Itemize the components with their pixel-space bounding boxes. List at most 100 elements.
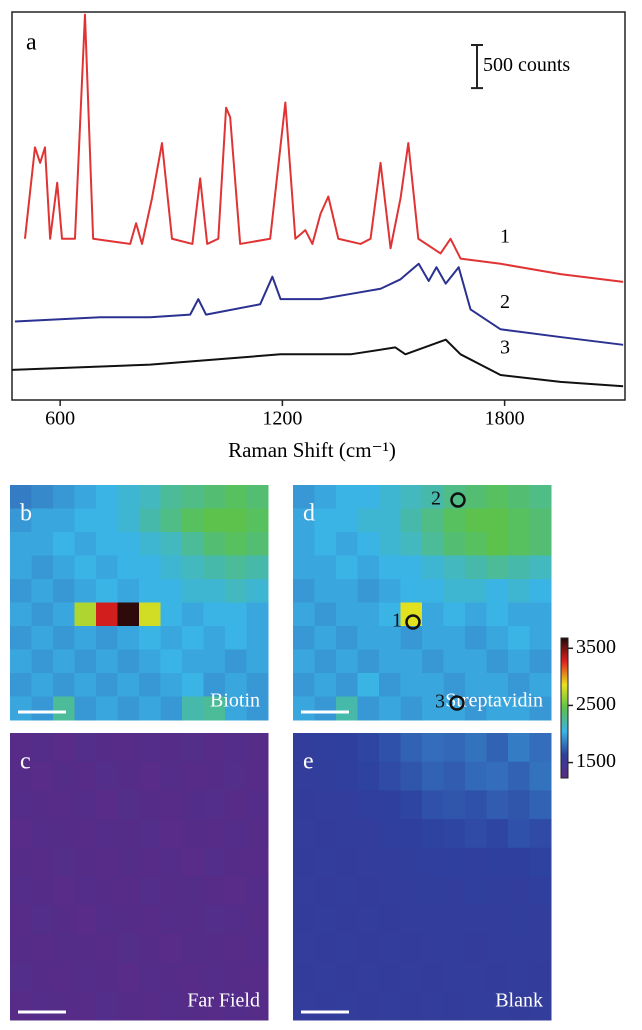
heatmap-cell <box>357 933 380 964</box>
heatmap-cell <box>443 991 466 1021</box>
heatmap-cell <box>529 790 552 820</box>
spectrum-line <box>11 338 624 388</box>
heatmap-cell <box>31 876 54 906</box>
x-tick-label: 1800 <box>485 408 525 430</box>
heatmap-cell <box>400 991 423 1021</box>
heatmap-cell <box>31 532 54 556</box>
heatmap-cell <box>465 649 487 674</box>
panel-name: Biotin <box>210 690 260 712</box>
heatmap-cell <box>96 847 118 877</box>
panel-label: e <box>303 749 314 775</box>
heatmap-cell <box>293 905 315 935</box>
heatmap-cell <box>336 962 358 992</box>
heatmap-cell <box>225 508 247 533</box>
heatmap-cell <box>117 508 140 533</box>
heatmap-cell <box>465 485 487 509</box>
spectrum-frame <box>11 11 626 401</box>
heatmap-cell <box>486 508 509 533</box>
heatmap-cell <box>357 555 380 580</box>
panel-label: b <box>20 501 32 527</box>
heatmap-cell <box>357 733 380 763</box>
heatmap-cell <box>10 532 32 556</box>
heatmap-cell <box>422 819 444 849</box>
heatmap-cell <box>203 962 226 992</box>
heatmap-cell <box>336 649 358 674</box>
heatmap-cell <box>74 532 97 556</box>
heatmap-cell <box>400 555 423 580</box>
heatmap-cell <box>53 649 75 674</box>
heatmap-cell <box>314 761 337 791</box>
heatmap-cell <box>10 555 32 580</box>
heatmap-cell <box>400 847 423 877</box>
heatmap-cell <box>203 508 226 533</box>
heatmap-cell <box>486 933 509 964</box>
heatmap-cell <box>486 991 509 1021</box>
heatmap-cell <box>508 933 530 964</box>
panel-label: a <box>26 30 37 56</box>
heatmap-cell <box>486 819 509 849</box>
heatmap-cell <box>160 819 183 849</box>
heatmap-cell <box>486 905 509 935</box>
heatmap-cell <box>293 508 315 533</box>
heatmap-cell <box>246 602 269 627</box>
heatmap-cell <box>293 733 315 763</box>
heatmap-cell <box>465 673 487 697</box>
heatmap-cell <box>422 626 444 650</box>
heatmap-cell <box>96 819 118 849</box>
heatmap-cell <box>400 579 423 603</box>
heatmap-cell <box>203 733 226 763</box>
heatmap-cell <box>508 696 530 721</box>
heatmap-cell <box>336 847 358 877</box>
heatmap-cell <box>529 847 552 877</box>
heatmap-cell <box>293 696 315 721</box>
heatmap-cell <box>336 696 358 721</box>
heatmap-cell <box>117 876 140 906</box>
heatmap-cell <box>74 933 97 964</box>
panel-name: Streptavidin <box>445 690 543 712</box>
heatmap-cell <box>246 819 269 849</box>
heatmap-cell <box>379 508 401 533</box>
heatmap-cell <box>422 485 444 509</box>
heatmap-cell <box>465 696 487 721</box>
heatmap-cell <box>422 555 444 580</box>
heatmap-cell <box>314 733 337 763</box>
heatmap-cell <box>225 485 247 509</box>
heatmap-cell <box>400 508 423 533</box>
heatmap-cell <box>203 649 226 674</box>
heatmap-cell <box>508 673 530 697</box>
heatmap-cell <box>314 485 337 509</box>
heatmap-cell <box>203 790 226 820</box>
heatmap-cell <box>96 905 118 935</box>
heatmap-cell <box>314 532 337 556</box>
heatmap-cell <box>139 696 161 721</box>
heatmap-cell <box>293 819 315 849</box>
heatmap-cell <box>357 532 380 556</box>
heatmap-cell <box>203 696 226 721</box>
heatmap-cell <box>400 673 423 697</box>
heatmap-cell <box>336 876 358 906</box>
heatmap-cell <box>357 485 380 509</box>
heatmap-cell <box>96 649 118 674</box>
heatmap-cell <box>443 819 466 849</box>
spot-marker <box>450 492 466 508</box>
heatmap-cell <box>314 508 337 533</box>
heatmap-cell <box>139 876 161 906</box>
heatmap-cell <box>379 626 401 650</box>
heatmap-cell <box>225 761 247 791</box>
heatmap-cell <box>31 933 54 964</box>
heatmap-cell <box>53 761 75 791</box>
heatmap-cell <box>529 508 552 533</box>
heatmap-cell <box>74 555 97 580</box>
heatmap-cell <box>31 991 54 1021</box>
heatmap-cell <box>529 485 552 509</box>
heatmap-cell <box>182 626 204 650</box>
heatmap-cell <box>465 602 487 627</box>
heatmap-cell <box>117 847 140 877</box>
heatmap-cell <box>465 790 487 820</box>
heatmap-cell <box>139 847 161 877</box>
heatmap-cell <box>314 626 337 650</box>
heatmap-cell <box>160 649 183 674</box>
heatmap-cell <box>74 819 97 849</box>
heatmap-cell <box>246 532 269 556</box>
heatmap-cell <box>508 733 530 763</box>
